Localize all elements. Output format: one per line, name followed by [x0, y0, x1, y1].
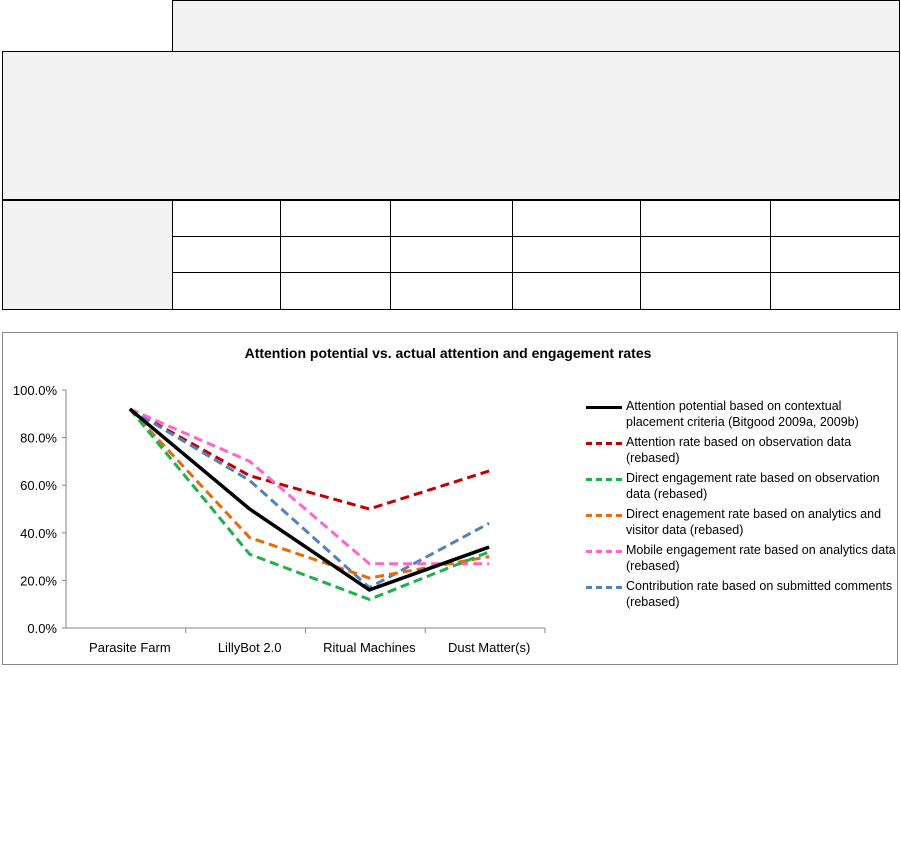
table-cell [390, 272, 513, 310]
table-cell [390, 0, 513, 52]
y-tick-label: 20.0% [20, 573, 57, 588]
table-cell [280, 236, 391, 273]
table-cell [2, 51, 173, 89]
table-cell [770, 161, 900, 200]
table-cell [172, 236, 281, 273]
legend-item: Direct enagement rate based on analytics… [586, 506, 896, 538]
table-cell [770, 88, 900, 125]
series-line [129, 407, 490, 566]
legend-swatch [586, 586, 622, 589]
chart-frame [2, 332, 898, 665]
legend-swatch [586, 550, 622, 553]
table-cell [512, 236, 641, 273]
chart-title: Attention potential vs. actual attention… [244, 345, 652, 361]
table-cell [640, 236, 771, 273]
x-tick-label: Ritual Machines [323, 640, 416, 655]
legend-label: Mobile engagement rate based on analytic… [626, 543, 896, 573]
table-cell [390, 51, 513, 89]
table-cell [640, 199, 771, 237]
table-cell [172, 199, 281, 237]
table-cell [512, 124, 641, 162]
legend-label: Attention rate based on observation data… [626, 435, 852, 465]
legend-swatch [586, 442, 622, 445]
table-cell [2, 124, 173, 162]
table-cell [390, 88, 513, 125]
table-cell [512, 0, 641, 52]
legend-swatch [586, 514, 622, 517]
legend-label: Attention potential based on contextual … [626, 399, 859, 429]
table-cell [770, 199, 900, 237]
y-tick-label: 40.0% [20, 526, 57, 541]
table-cell [512, 272, 641, 310]
table-cell [280, 272, 391, 310]
table-cell [2, 272, 173, 310]
table-cell [172, 124, 281, 162]
chart-legend: Attention potential based on contextual … [586, 398, 896, 614]
table-cell [770, 272, 900, 310]
legend-item: Attention potential based on contextual … [586, 398, 896, 430]
x-tick-label: Dust Matter(s) [448, 640, 530, 655]
series-line [129, 407, 490, 511]
table-cell [2, 236, 173, 273]
table-cell [640, 272, 771, 310]
legend-item: Attention rate based on observation data… [586, 434, 896, 466]
table-cell [390, 236, 513, 273]
table-cell [512, 199, 641, 237]
table-cell [390, 199, 513, 237]
series-line [128, 408, 490, 580]
legend-swatch [586, 406, 622, 409]
table-cell [770, 236, 900, 273]
y-tick-label: 0.0% [27, 621, 57, 636]
legend-item: Contribution rate based on submitted com… [586, 578, 896, 610]
legend-item: Direct engagement rate based on observat… [586, 470, 896, 502]
table-cell [172, 272, 281, 310]
y-tick-label: 60.0% [20, 478, 57, 493]
table-cell [640, 51, 771, 89]
series-line [128, 408, 490, 602]
legend-item: Mobile engagement rate based on analytic… [586, 542, 896, 574]
y-tick-label: 100.0% [13, 383, 58, 398]
y-tick-label: 80.0% [20, 431, 57, 446]
series-line [128, 407, 490, 592]
x-tick-label: Parasite Farm [89, 640, 171, 655]
legend-swatch [586, 478, 622, 481]
table-cell [172, 0, 281, 52]
legend-label: Direct engagement rate based on observat… [626, 471, 880, 501]
table-cell [770, 51, 900, 89]
table-cell [280, 0, 391, 52]
legend-label: Direct enagement rate based on analytics… [626, 507, 882, 537]
legend-label: Contribution rate based on submitted com… [626, 579, 893, 609]
series-line [129, 407, 490, 590]
x-tick-label: LillyBot 2.0 [218, 640, 282, 655]
table-cell [280, 199, 391, 237]
